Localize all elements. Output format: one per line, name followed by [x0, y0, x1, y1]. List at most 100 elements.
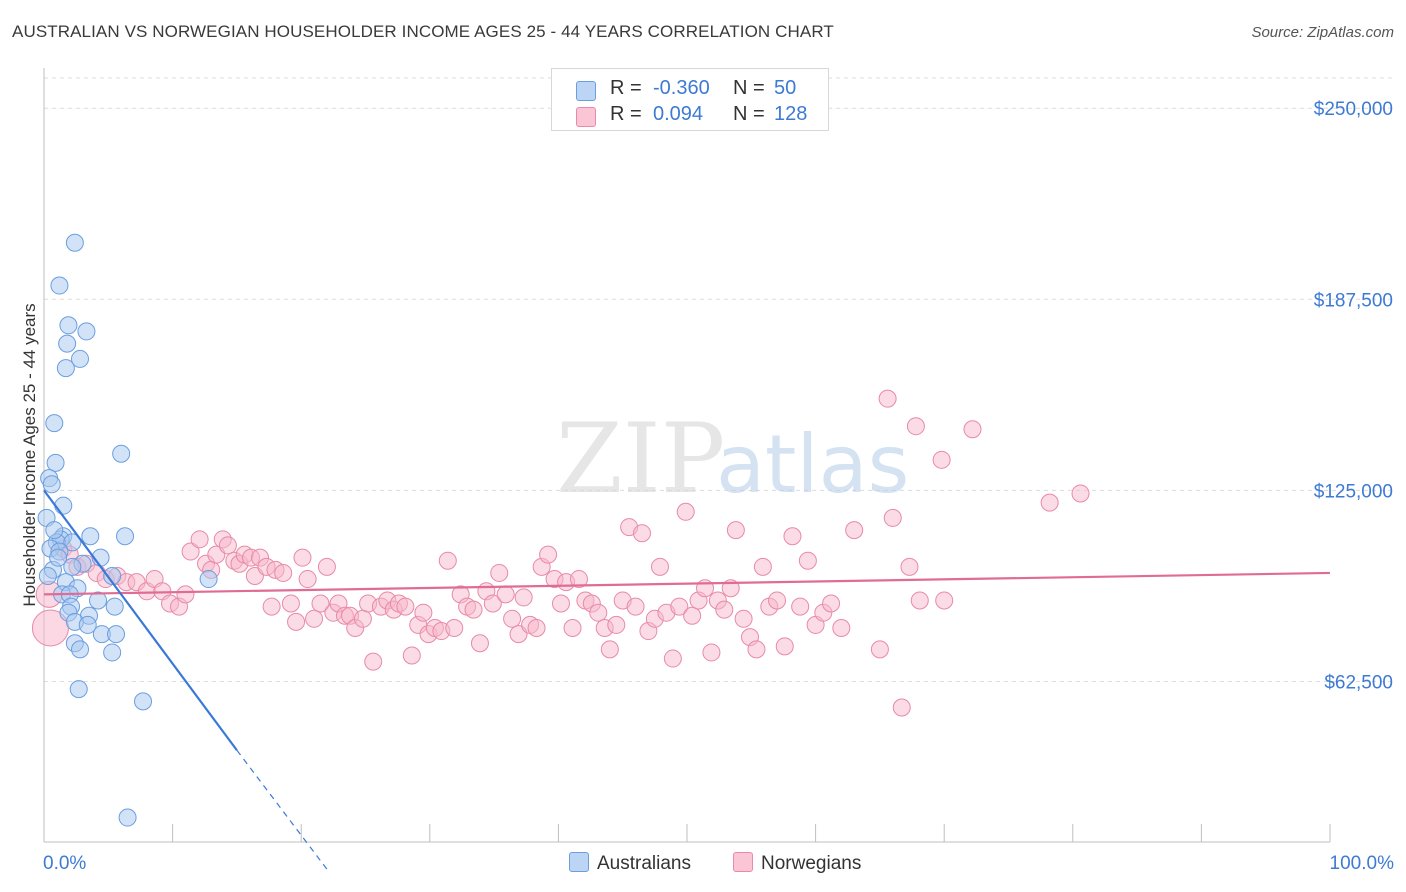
legend-r-label: R =: [610, 77, 642, 99]
norwegian-point: [470, 634, 489, 653]
y-axis-title: Householder Income Ages 25 - 44 years: [20, 303, 39, 607]
norwegian-point: [551, 594, 570, 613]
legend-r-value: -0.360: [653, 77, 710, 99]
norwegian-point: [317, 557, 336, 576]
norwegian-point: [663, 649, 682, 668]
norwegian-point: [832, 618, 851, 637]
norwegian-point: [650, 557, 669, 576]
norwegian-point: [783, 527, 802, 546]
norwegian-point: [935, 591, 954, 610]
australian-point: [50, 276, 69, 295]
australian-point: [59, 316, 78, 335]
correlation-legend: R = -0.360 N = 50 R = 0.094 N = 128: [551, 68, 829, 131]
norwegian-point: [218, 536, 237, 555]
norwegian-point: [563, 618, 582, 637]
norwegian-point: [798, 551, 817, 570]
norwegian-point: [514, 588, 533, 607]
norwegian-point: [845, 521, 864, 540]
norwegian-point: [822, 594, 841, 613]
legend-r-value: 0.094: [653, 103, 704, 125]
australian-point: [46, 453, 65, 472]
norwegian-point: [626, 597, 645, 616]
norwegian-point: [190, 530, 209, 549]
watermark-atlas: atlas: [716, 418, 909, 511]
norwegian-point: [670, 597, 689, 616]
norwegian-point: [775, 637, 794, 656]
australian-point: [103, 643, 122, 662]
australian-point: [118, 808, 137, 827]
australian-point: [89, 591, 108, 610]
norwegian-point: [768, 591, 787, 610]
bottom-legend-label-australians: Australians: [597, 853, 691, 874]
australian-point: [42, 475, 61, 494]
norwegian-point: [281, 594, 300, 613]
legend-r-label: R =: [610, 103, 642, 125]
norwegian-point: [364, 652, 383, 671]
norwegian-point: [892, 698, 911, 717]
australian-point: [65, 233, 84, 252]
y-tick-label: $187,500: [1314, 290, 1393, 311]
norwegian-point: [181, 542, 200, 561]
norwegian-point: [464, 600, 483, 619]
australian-point: [112, 444, 131, 463]
norwegian-point: [490, 563, 509, 582]
australian-point: [45, 414, 64, 433]
norwegian-point: [298, 570, 317, 589]
norwegian-point: [676, 502, 695, 521]
australian-point: [63, 557, 82, 576]
norwegian-point: [496, 585, 515, 604]
legend-row-australians: R = -0.360 N = 50: [552, 75, 828, 103]
norwegian-point: [932, 450, 951, 469]
norwegian-point: [539, 545, 558, 564]
australian-point: [199, 570, 218, 589]
norwegian-point: [176, 585, 195, 604]
australian-point: [45, 521, 64, 540]
norwegian-point: [438, 551, 457, 570]
legend-n-value: 50: [774, 77, 797, 99]
legend-swatch-norwegians: [576, 107, 596, 127]
norwegian-point: [702, 643, 721, 662]
australian-point: [56, 359, 75, 378]
legend-n-label: N =: [733, 77, 765, 99]
norwegian-point: [483, 594, 502, 613]
norwegian-point: [753, 557, 772, 576]
australian-point: [77, 322, 96, 341]
norwegian-point: [963, 420, 982, 439]
australian-point: [54, 496, 73, 515]
bottom-legend-swatch-australians: [569, 852, 589, 872]
watermark-zip: ZIP: [556, 403, 725, 515]
norwegian-point: [274, 563, 293, 582]
norwegian-point: [589, 603, 608, 622]
norwegian-point: [503, 609, 522, 628]
y-tick-label: $250,000: [1314, 99, 1393, 120]
norwegian-point: [569, 570, 588, 589]
norwegian-point: [791, 597, 810, 616]
australian-point: [71, 640, 90, 659]
norwegian-point: [402, 646, 421, 665]
y-tick-label: $62,500: [1324, 672, 1393, 693]
australian-point: [81, 527, 100, 546]
australian-point: [107, 625, 126, 644]
y-tick-label: $125,000: [1314, 481, 1393, 502]
x-axis-max-label: 100.0%: [1329, 853, 1394, 874]
norwegian-point: [293, 548, 312, 567]
bottom-legend-swatch-norwegians: [733, 852, 753, 872]
legend-n-value: 128: [774, 103, 808, 125]
australian-trend-extension: [236, 749, 330, 873]
norwegian-trend-line: [43, 571, 1331, 596]
australian-point: [38, 567, 57, 586]
norwegian-point: [683, 606, 702, 625]
australian-point: [63, 533, 82, 552]
norwegian-point: [870, 640, 889, 659]
bottom-legend-australians: Australians: [569, 852, 691, 875]
norwegian-point: [1071, 484, 1090, 503]
norwegian-point: [715, 600, 734, 619]
norwegian-point: [883, 508, 902, 527]
norwegian-point: [396, 597, 415, 616]
legend-row-norwegians: R = 0.094 N = 128: [552, 101, 828, 129]
norwegian-point: [900, 557, 919, 576]
norwegian-point: [910, 591, 929, 610]
australian-point: [103, 567, 122, 586]
norwegian-point: [632, 524, 651, 543]
norwegian-point: [747, 640, 766, 659]
